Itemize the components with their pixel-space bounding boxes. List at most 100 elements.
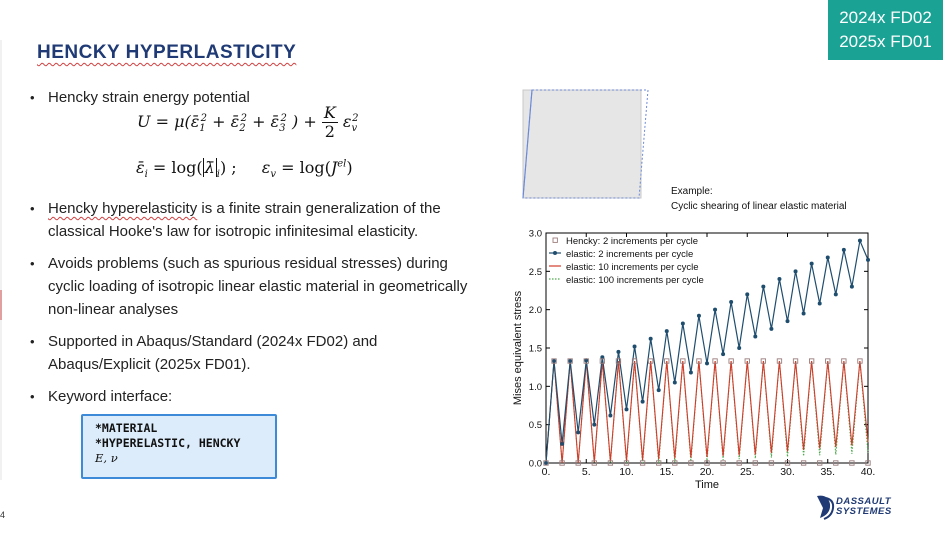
elastic2-marker (785, 319, 790, 324)
elastic2-marker (608, 413, 613, 418)
bullet-energy-potential: Hencky strain energy potential (30, 86, 470, 109)
elastic2-marker (761, 284, 766, 289)
elastic2-marker (857, 238, 862, 243)
bullet-text: Avoids problems (such as spurious residu… (48, 255, 468, 318)
legend-label: elastic: 2 increments per cycle (566, 249, 693, 260)
keyword-interface-box: *MATERIAL *HYPERELASTIC, HENCKY E, ν (81, 414, 277, 479)
page-number: 4 (0, 510, 6, 520)
hencky-marker (800, 460, 807, 466)
stress-time-chart: 0. 5. 10. 15. 20. 25. 30. 35. 40. 0.0 0.5 1.0 1.5 2.0… (512, 229, 876, 492)
bullet-list: Hencky strain energy potential Hencky hy… (30, 86, 470, 417)
example-description: Cyclic shearing of linear elastic materi… (671, 201, 847, 212)
y-axis-label: Mises equivalent stress (512, 290, 524, 405)
elastic2-marker (648, 336, 653, 341)
element-shear-edge (522, 89, 533, 199)
hencky-marker (817, 460, 823, 466)
bullet-supported: Supported in Abaqus/Standard (2024x FD02… (30, 330, 470, 376)
elastic2-marker (729, 300, 734, 304)
hencky-marker (664, 358, 670, 364)
dassault-logo: DASSAULT SYSTEMES (814, 492, 924, 522)
bullet-text: Hencky strain energy potential (48, 89, 250, 106)
elastic2-marker (664, 329, 669, 334)
elastic2-marker (672, 380, 677, 385)
version-line-2: 2025x FD01 (839, 32, 932, 51)
elastic2-marker (560, 441, 565, 446)
x-axis-label: Time (695, 479, 719, 491)
y-tick-label: 1.5 (529, 344, 542, 355)
logo-wordmark: DASSAULT SYSTEMES (836, 497, 892, 517)
hencky-marker (688, 460, 694, 466)
hencky-marker (825, 358, 831, 364)
elastic2-marker (688, 370, 693, 375)
hencky-marker (599, 358, 606, 364)
hencky-marker (567, 358, 573, 364)
version-line-1: 2024x FD02 (839, 8, 932, 27)
hencky-marker (760, 358, 766, 364)
hencky-marker (809, 358, 815, 364)
hencky-marker (784, 460, 791, 466)
bullet-text: Keyword interface: (48, 388, 173, 405)
x-tick-label: 5. (582, 466, 591, 478)
x-tick-label: 35. (820, 466, 835, 478)
x-tick-label: 25. (740, 466, 755, 478)
hencky-marker (543, 460, 549, 466)
hencky-marker (639, 460, 646, 466)
elastic2-marker (737, 346, 742, 350)
hencky-marker (615, 358, 622, 364)
hencky-marker (841, 358, 847, 364)
elastic2-marker (568, 359, 573, 364)
x-tick-label: 20. (700, 466, 715, 478)
elastic2-marker (552, 359, 557, 364)
keyword-hyperelastic: *HYPERELASTIC, HENCKY (95, 436, 241, 450)
example-label: Example: (671, 186, 713, 197)
hencky-marker (776, 358, 783, 364)
hencky-marker (849, 460, 855, 466)
hencky-marker (656, 460, 662, 466)
elastic10-line (545, 360, 869, 464)
hencky-marker (696, 358, 702, 364)
hencky-marker (551, 358, 557, 364)
element-fill (522, 89, 642, 199)
x-tick-label: 40. (861, 466, 876, 478)
hencky-marker (857, 358, 863, 364)
y-tick-label: 3.0 (529, 229, 542, 240)
elastic2-marker (616, 349, 621, 354)
elastic2-marker (809, 261, 814, 266)
hencky-marker (720, 460, 726, 466)
elastic2-marker (825, 255, 830, 260)
hencky-marker (744, 358, 750, 364)
bullet-text: is a finite strain generalization of the… (48, 200, 441, 240)
elastic2-marker (713, 307, 718, 312)
hencky-marker (728, 358, 734, 364)
y-tick-label: 2.5 (529, 267, 542, 278)
hencky-marker (712, 358, 718, 364)
hencky-marker (623, 460, 630, 466)
bullet-keyword-interface: Keyword interface: (30, 385, 470, 408)
slide-edge (0, 40, 2, 480)
strain-definition-formula: ε̄i = log(λ̄ i) ; εv = log(Jel) (136, 158, 353, 181)
elastic2-marker (705, 361, 709, 366)
slide-title: HENCKY HYPERLASTICITY (37, 42, 297, 63)
elastic2-marker (769, 326, 774, 331)
legend-label: elastic: 100 increments per cycle (566, 275, 704, 286)
logo-line-1: DASSAULT (836, 496, 892, 507)
legend-marker-elastic2 (553, 251, 557, 255)
elastic2-marker (745, 292, 750, 297)
hencky-marker (559, 460, 565, 466)
sheared-element-illustration (522, 89, 649, 199)
elastic2-marker (793, 269, 798, 274)
y-tick-label: 0.5 (529, 420, 542, 431)
elastic2-marker (656, 388, 661, 393)
x-tick-label: 30. (780, 466, 795, 478)
hencky-marker (583, 358, 589, 364)
hencky-marker (792, 358, 799, 364)
elastic2-marker (801, 311, 806, 316)
hencky-marker (631, 358, 638, 364)
keyword-material: *MATERIAL (95, 421, 158, 435)
hencky-marker (591, 460, 597, 466)
elastic2-marker (777, 277, 782, 281)
keyword-parameters: E, ν (95, 451, 118, 465)
elastic2-marker (640, 399, 645, 404)
elastic2-marker (576, 430, 581, 435)
